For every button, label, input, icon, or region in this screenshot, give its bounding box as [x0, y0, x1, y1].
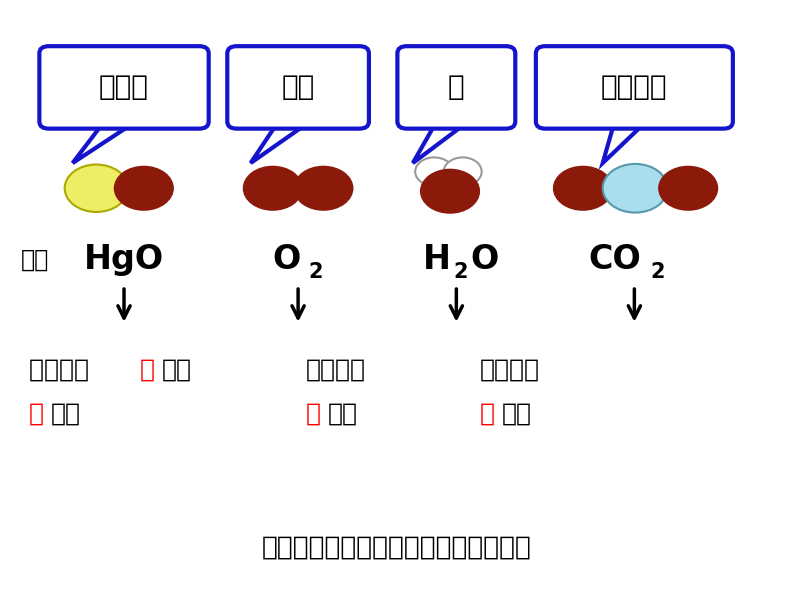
Text: 2: 2 [453, 262, 468, 283]
Text: H: H [422, 243, 450, 276]
Ellipse shape [293, 166, 353, 211]
Polygon shape [413, 122, 468, 163]
Text: 汞原子和: 汞原子和 [29, 357, 97, 381]
Ellipse shape [64, 164, 128, 212]
Text: 氧: 氧 [29, 402, 44, 426]
Text: 碳原子和: 碳原子和 [480, 357, 540, 381]
Text: CO: CO [588, 243, 641, 276]
Text: O: O [272, 243, 300, 276]
Text: 氧化汞: 氧化汞 [99, 73, 149, 101]
Ellipse shape [420, 169, 480, 214]
Text: 思考：它们分子中都含什么相同原子？: 思考：它们分子中都含什么相同原子？ [262, 534, 532, 560]
Text: 氢原子和: 氢原子和 [306, 357, 366, 381]
Polygon shape [251, 122, 310, 163]
FancyBboxPatch shape [397, 46, 515, 129]
Text: O: O [470, 243, 498, 276]
Text: 原子: 原子 [503, 402, 532, 426]
Text: 氧: 氧 [480, 402, 495, 426]
Ellipse shape [553, 166, 613, 211]
Text: HgO: HgO [84, 243, 164, 276]
Ellipse shape [114, 166, 174, 211]
Text: 氧: 氧 [306, 402, 321, 426]
Text: 二氧化碳: 二氧化碳 [601, 73, 668, 101]
Polygon shape [282, 117, 306, 123]
Text: 氧: 氧 [140, 357, 155, 381]
Text: 氧气: 氧气 [281, 73, 314, 101]
Text: 原子: 原子 [328, 402, 358, 426]
Text: 2: 2 [308, 262, 322, 283]
Ellipse shape [444, 157, 482, 186]
Text: 2: 2 [651, 262, 665, 283]
Polygon shape [107, 117, 133, 123]
Text: 分子: 分子 [21, 247, 49, 271]
Polygon shape [440, 117, 465, 123]
Ellipse shape [243, 166, 303, 211]
Ellipse shape [658, 166, 719, 211]
FancyBboxPatch shape [536, 46, 733, 129]
Polygon shape [618, 117, 643, 123]
Ellipse shape [603, 164, 668, 213]
Polygon shape [603, 122, 646, 163]
Ellipse shape [415, 157, 453, 186]
Text: 原子: 原子 [52, 402, 81, 426]
Text: 原子: 原子 [162, 357, 192, 381]
FancyBboxPatch shape [40, 46, 209, 129]
FancyBboxPatch shape [227, 46, 369, 129]
Text: 水: 水 [448, 73, 464, 101]
Polygon shape [72, 122, 136, 163]
